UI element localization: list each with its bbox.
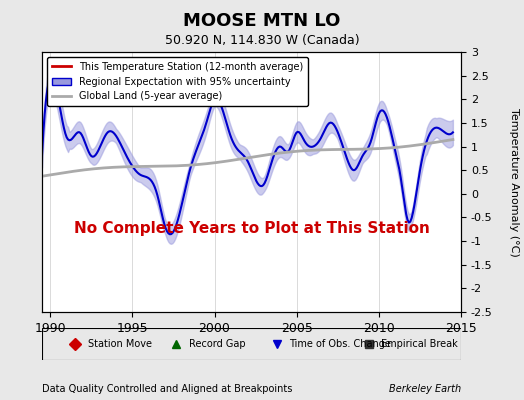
Text: Berkeley Earth: Berkeley Earth — [389, 384, 461, 394]
Y-axis label: Temperature Anomaly (°C): Temperature Anomaly (°C) — [509, 108, 519, 256]
Text: Empirical Break: Empirical Break — [381, 339, 458, 349]
Text: MOOSE MTN LO: MOOSE MTN LO — [183, 12, 341, 30]
Text: 50.920 N, 114.830 W (Canada): 50.920 N, 114.830 W (Canada) — [165, 34, 359, 47]
Text: Station Move: Station Move — [88, 339, 152, 349]
Text: No Complete Years to Plot at This Station: No Complete Years to Plot at This Statio… — [73, 221, 430, 236]
Text: Data Quality Controlled and Aligned at Breakpoints: Data Quality Controlled and Aligned at B… — [42, 384, 292, 394]
Text: Time of Obs. Change: Time of Obs. Change — [289, 339, 391, 349]
Legend: This Temperature Station (12-month average), Regional Expectation with 95% uncer: This Temperature Station (12-month avera… — [47, 57, 308, 106]
Text: Record Gap: Record Gap — [189, 339, 245, 349]
